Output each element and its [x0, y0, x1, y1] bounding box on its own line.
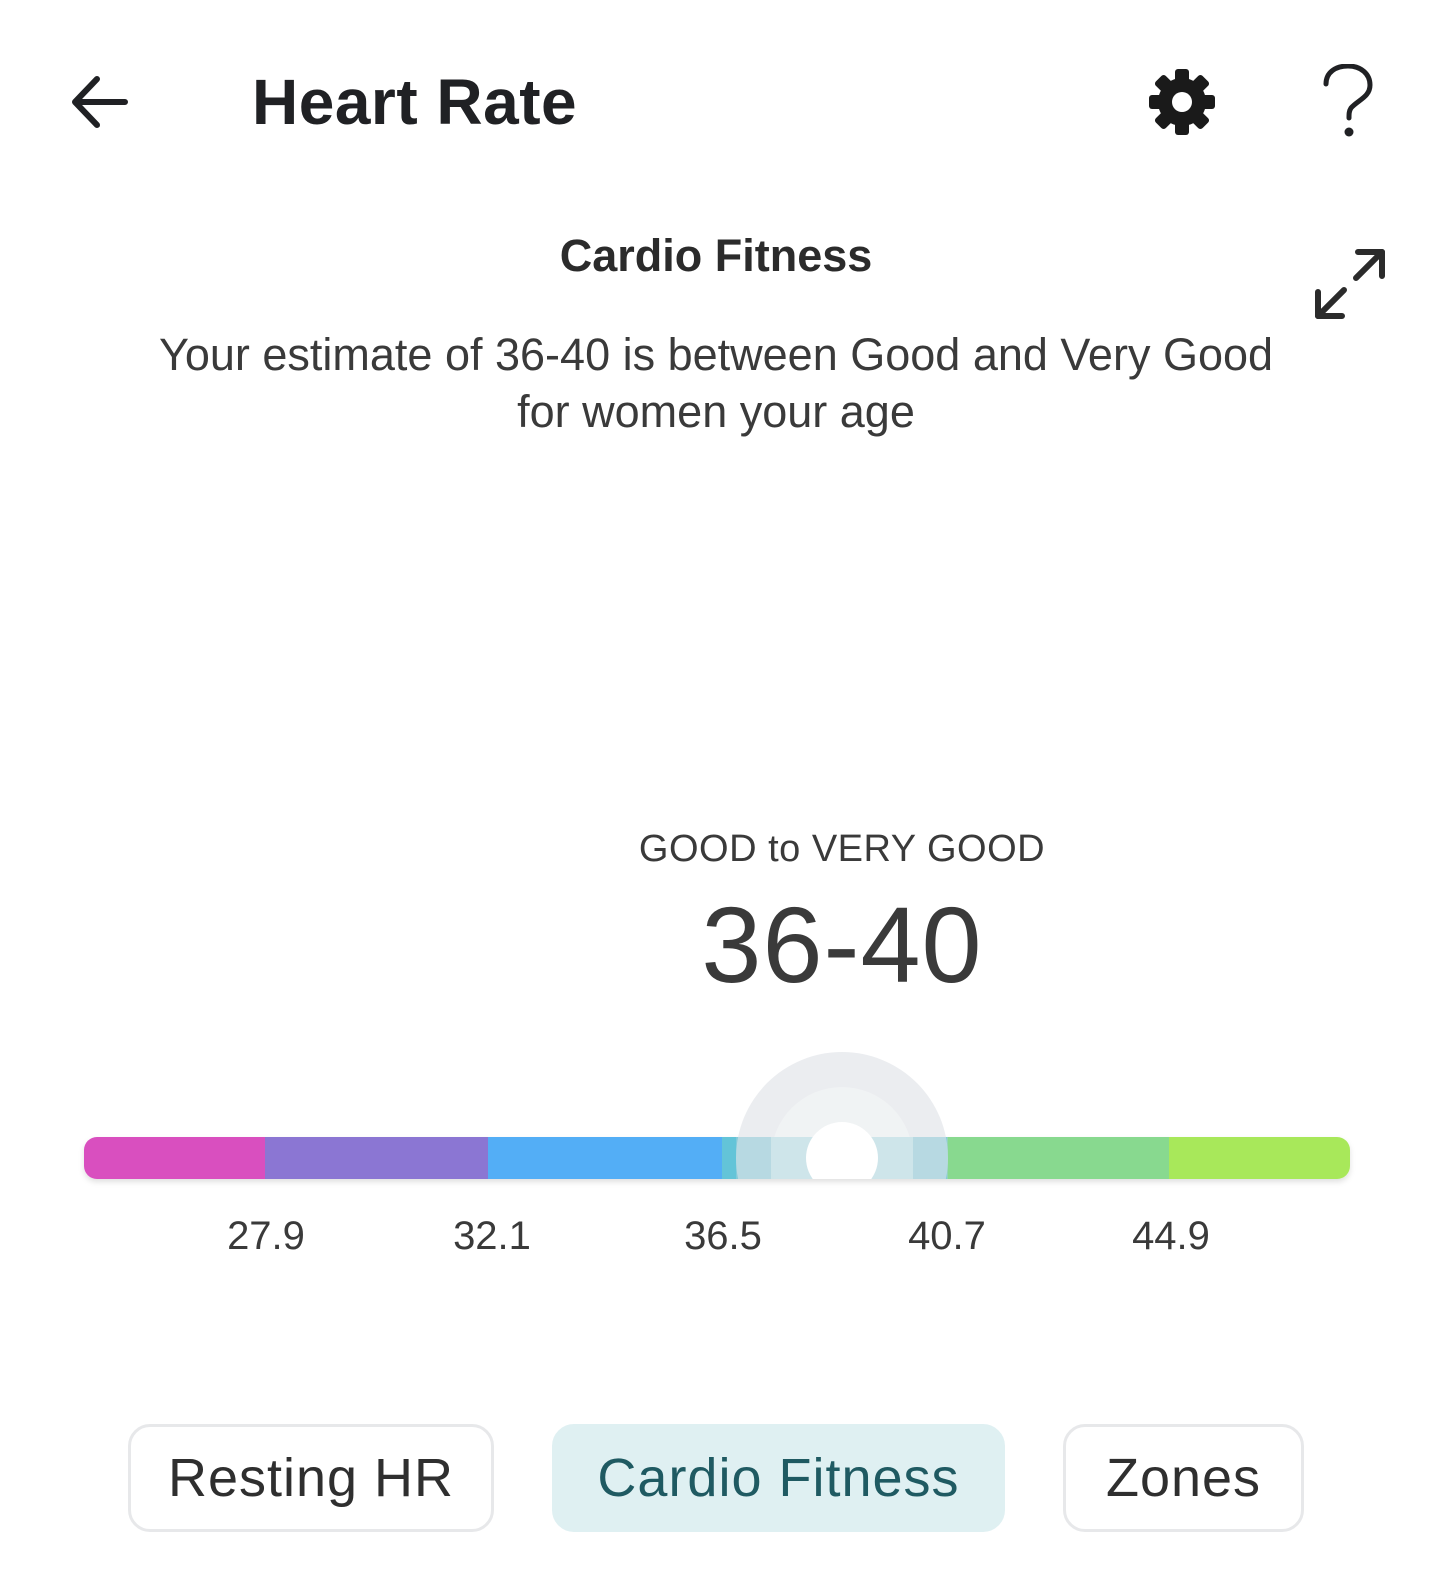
tab-label: Cardio Fitness [597, 1448, 960, 1508]
arrow-left-icon [72, 76, 128, 128]
gauge-segment-very-good [947, 1137, 1169, 1179]
fitness-description: Your estimate of 36-40 is between Good a… [158, 329, 1274, 437]
fitness-range-value: 36-40 [701, 884, 983, 1005]
cardio-fitness-gauge [84, 1052, 1350, 1179]
help-button[interactable] [1300, 58, 1396, 146]
expand-button[interactable] [1304, 238, 1396, 330]
gauge-segment-fair [265, 1137, 488, 1179]
tab-cardio-fitness[interactable]: Cardio Fitness [552, 1424, 1005, 1532]
fitness-range-label: GOOD to VERY GOOD [638, 828, 1046, 870]
tab-zones[interactable]: Zones [1063, 1424, 1304, 1532]
gauge-segment-poor [84, 1137, 265, 1179]
tab-resting-hr[interactable]: Resting HR [128, 1424, 494, 1532]
settings-button[interactable] [1138, 58, 1226, 146]
tab-label: Resting HR [167, 1448, 455, 1508]
gauge-segment-average [488, 1137, 722, 1179]
question-mark-icon [1323, 64, 1373, 137]
tab-label: Zones [1105, 1448, 1262, 1508]
gauge-marker [736, 1052, 948, 1179]
back-button[interactable] [58, 62, 138, 142]
expand-icon [1315, 249, 1385, 319]
page-title: Heart Rate [252, 66, 578, 138]
gauge-tick-label: 40.7 [908, 1214, 986, 1258]
section-title: Cardio Fitness [559, 230, 873, 281]
gauge-tick-label: 27.9 [227, 1214, 305, 1258]
gauge-tick-label: 36.5 [684, 1214, 762, 1258]
gauge-segment-excellent [1169, 1137, 1350, 1179]
gear-icon [1149, 69, 1215, 135]
gauge-tick-label: 32.1 [453, 1214, 531, 1258]
gauge-tick-label: 44.9 [1132, 1214, 1210, 1258]
